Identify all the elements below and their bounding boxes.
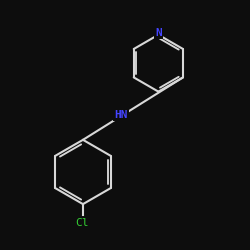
- Text: N: N: [155, 28, 162, 38]
- Text: HN: HN: [114, 110, 128, 120]
- Text: Cl: Cl: [75, 218, 88, 228]
